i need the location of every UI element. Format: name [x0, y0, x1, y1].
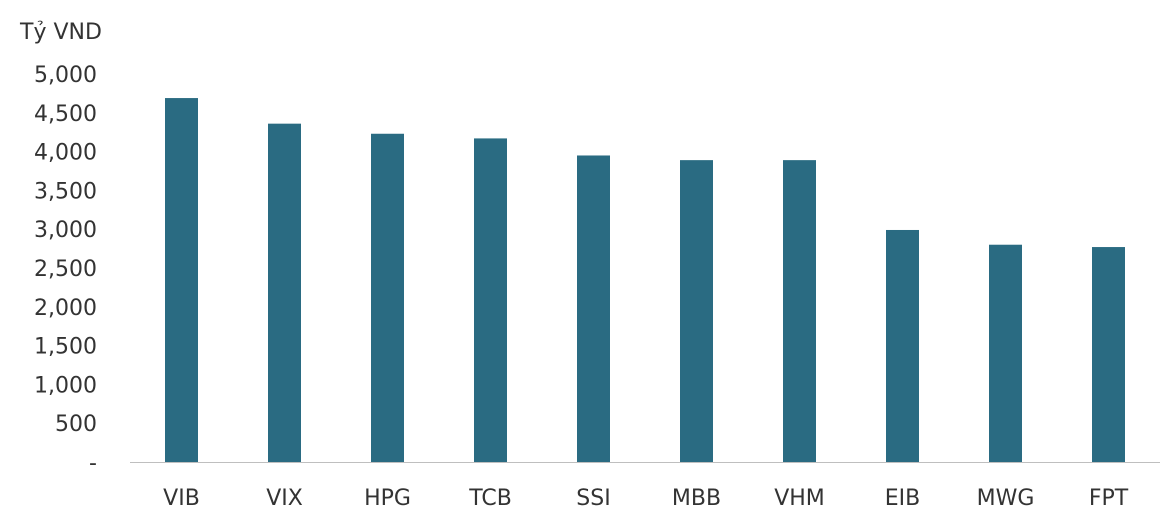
- y-tick-label: 3,500: [34, 179, 97, 204]
- bar-ssi: [577, 155, 610, 463]
- bar-vix: [268, 123, 301, 462]
- y-tick-label: 500: [55, 412, 97, 437]
- bar-tcb: [474, 138, 507, 462]
- bar-vhm: [783, 160, 816, 463]
- y-axis-ticks: - 500 1,000 1,500 2,000 2,500 3,000 3,500 4,000 4…: [34, 63, 97, 476]
- bar-hpg: [371, 133, 404, 462]
- x-tick-label: VIX: [266, 486, 303, 507]
- x-tick-label: FPT: [1089, 486, 1129, 507]
- x-tick-label: VIB: [163, 486, 200, 507]
- x-tick-label: SSI: [576, 486, 610, 507]
- y-tick-label: 1,000: [34, 373, 97, 398]
- x-tick-label: HPG: [364, 486, 411, 507]
- y-tick-label: 5,000: [34, 63, 97, 88]
- x-tick-label: MBB: [672, 486, 721, 507]
- y-tick-label: -: [89, 451, 97, 476]
- y-tick-label: 4,500: [34, 102, 97, 127]
- y-tick-label: 3,000: [34, 218, 97, 243]
- bar-mwg: [989, 244, 1022, 462]
- y-tick-label: 4,000: [34, 141, 97, 166]
- x-tick-label: TCB: [468, 486, 512, 507]
- x-tick-label: EIB: [885, 486, 920, 507]
- y-tick-label: 2,500: [34, 257, 97, 282]
- y-tick-label: 1,500: [34, 335, 97, 360]
- y-tick-label: 2,000: [34, 296, 97, 321]
- bar-fpt: [1092, 247, 1125, 462]
- bar-eib: [886, 229, 919, 462]
- bars: [165, 98, 1125, 463]
- x-axis-ticks: VIB VIX HPG TCB SSI MBB VHM EIB MWG FPT: [163, 486, 1129, 511]
- y-unit-label: Tỷ VND: [19, 20, 102, 45]
- bar-vib: [165, 98, 198, 462]
- bar-mbb: [680, 160, 713, 463]
- x-tick-label: MWG: [977, 486, 1035, 507]
- x-tick-label: VHM: [774, 486, 825, 507]
